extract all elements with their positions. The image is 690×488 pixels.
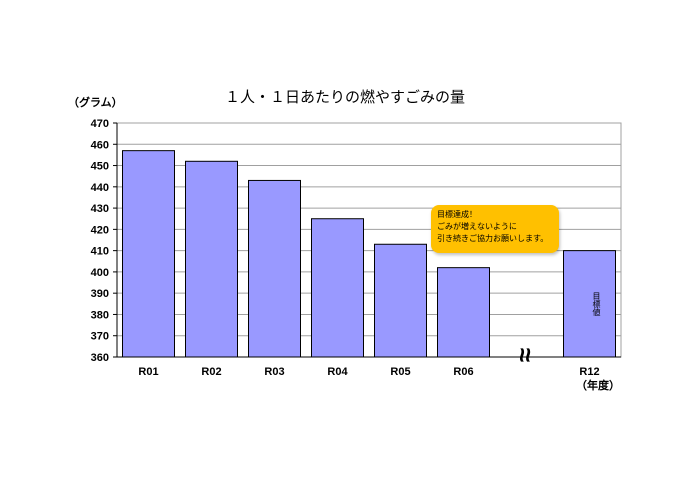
y-tick-label: 380	[91, 309, 109, 321]
axis-break-marker: ≈	[511, 348, 541, 362]
y-tick-label: 360	[91, 352, 109, 364]
bar-R02	[185, 160, 238, 358]
x-tick-label: R05	[390, 366, 410, 378]
callout-line-3: 引き続きご協力お願いします。	[437, 234, 549, 243]
axis-break-symbol: ≈	[511, 348, 541, 362]
y-tick-label: 400	[91, 267, 109, 279]
y-tick-label: 470	[91, 118, 109, 130]
bars	[122, 150, 616, 358]
y-axis-unit-label: （グラム）	[68, 96, 123, 109]
y-tick-label: 460	[91, 139, 109, 151]
chart-title: １人・１日あたりの燃やすごみの量	[224, 88, 465, 106]
x-axis-year-label: （年度）	[576, 379, 620, 392]
x-tick-label: R01	[138, 366, 158, 378]
x-tick-label: R06	[453, 366, 473, 378]
y-tick-label: 410	[91, 246, 109, 258]
y-tick-labels: 360 370 380 390 400 410 420 430 440 450 460 470	[91, 118, 117, 364]
bar-R04	[311, 218, 364, 358]
bar-R01	[122, 150, 175, 358]
x-tick-label: R03	[264, 366, 284, 378]
achievement-callout: 目標達成！ ごみが増えないように 引き続きご協力お願いします。	[431, 205, 559, 253]
y-tick-label: 420	[91, 224, 109, 236]
x-tick-label: R12	[579, 366, 599, 378]
y-tick-label: 390	[91, 288, 109, 300]
y-tick-label: 450	[91, 161, 109, 173]
y-tick-label: 370	[91, 331, 109, 343]
callout-line-1: 目標達成！	[437, 210, 477, 219]
x-tick-labels: R01 R02 R03 R04 R05 R06 R12	[138, 366, 599, 378]
y-tick-label: 440	[91, 182, 109, 194]
bar-R06	[437, 267, 490, 358]
x-tick-label: R04	[327, 366, 348, 378]
bar-R03	[248, 179, 301, 358]
bar-R12	[563, 250, 616, 358]
bar-R05	[374, 243, 427, 358]
callout-line-2: ごみが増えないように	[437, 222, 517, 231]
x-tick-label: R02	[201, 366, 221, 378]
target-bar-label: 目標値	[592, 292, 601, 316]
y-tick-label: 430	[91, 203, 109, 215]
